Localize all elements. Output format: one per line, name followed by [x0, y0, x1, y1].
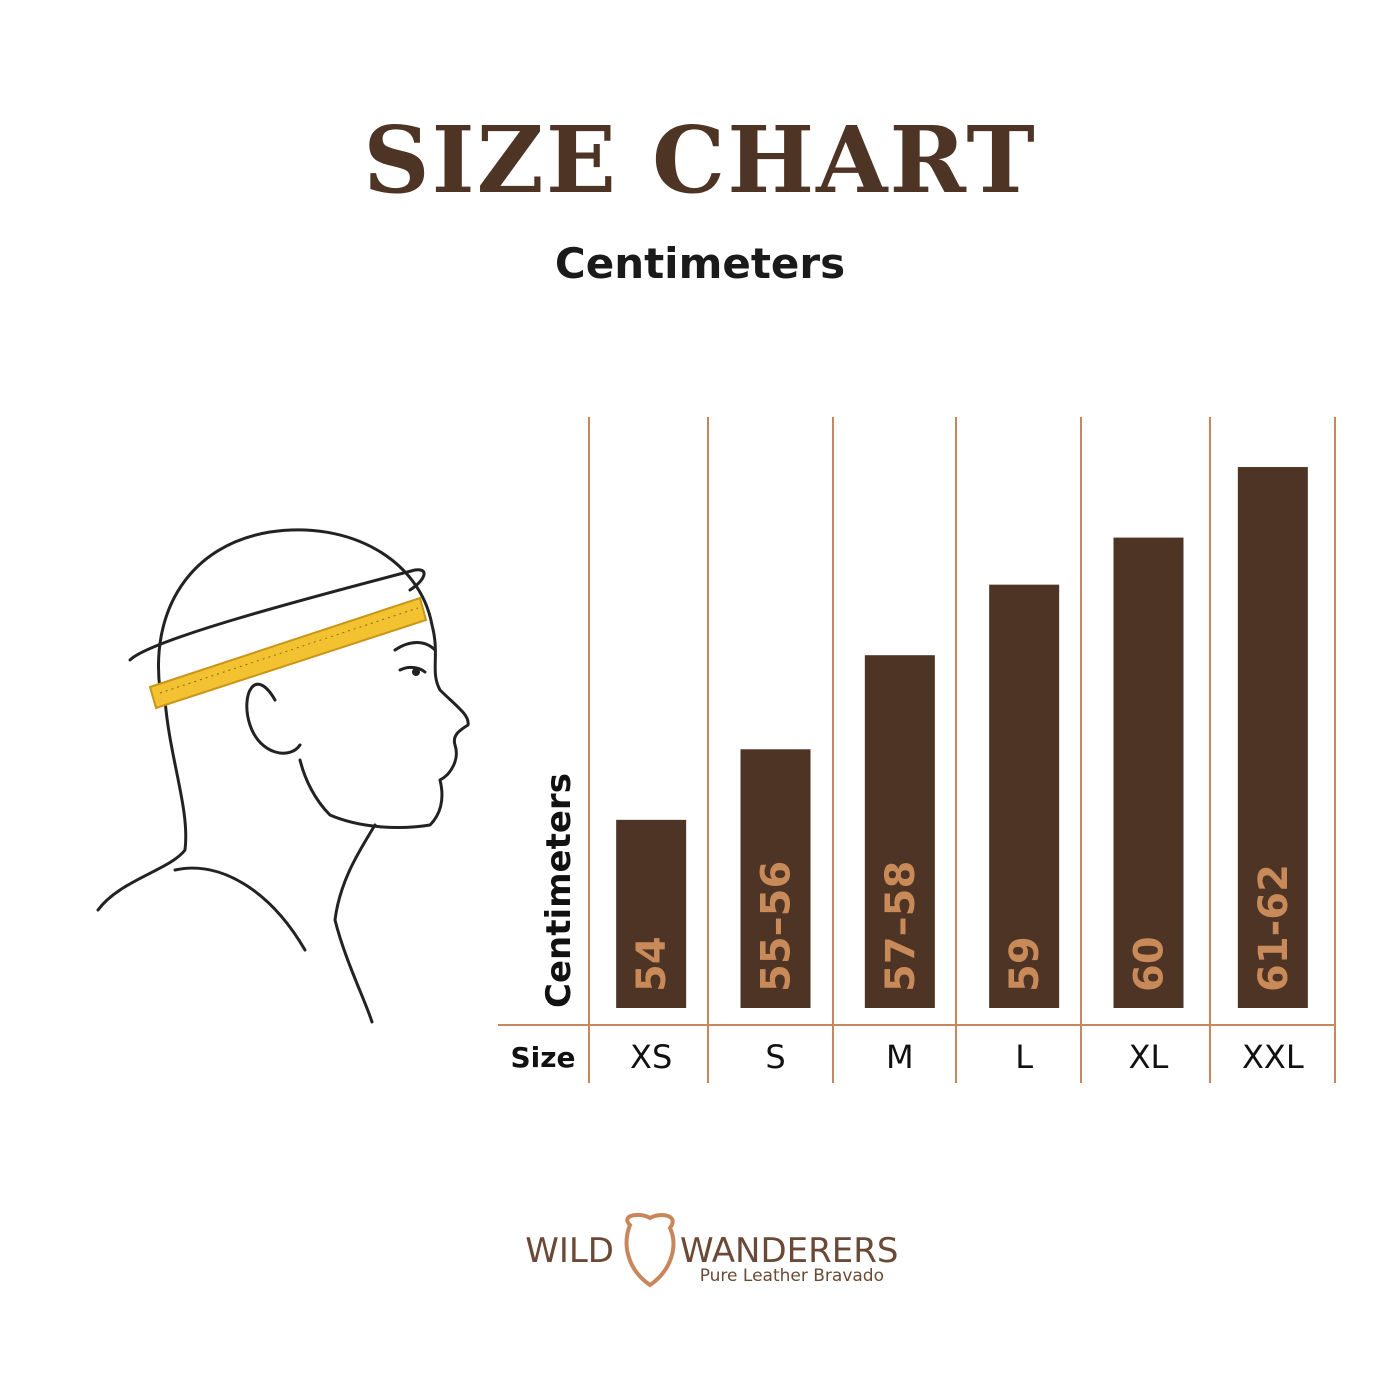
value-label: 55–56	[754, 861, 800, 992]
value-label: 57–58	[878, 861, 924, 992]
chart-subtitle: Centimeters	[555, 239, 845, 288]
x-tick-label: M	[886, 1038, 914, 1076]
value-label: 59	[1002, 936, 1048, 992]
brand-right: WANDERERS	[680, 1231, 898, 1271]
bar	[1237, 467, 1308, 1008]
value-label: 61-62	[1251, 864, 1297, 992]
value-label: 60	[1127, 936, 1173, 992]
x-axis-label: Size	[510, 1041, 575, 1074]
head-illustration	[96, 528, 470, 1024]
column-rules	[498, 417, 1336, 1083]
bar	[616, 819, 687, 1008]
logo: WILD WANDERERS Pure Leather Bravado	[525, 1212, 898, 1288]
x-tick-label: XL	[1129, 1038, 1169, 1076]
y-axis-label: Centimeters	[539, 773, 579, 1008]
x-tick-label: L	[1015, 1038, 1033, 1076]
bar	[1113, 537, 1184, 1008]
bar	[740, 749, 811, 1008]
brand-tagline: Pure Leather Bravado	[700, 1266, 884, 1286]
x-tick-label: XS	[630, 1038, 672, 1076]
chart-title: SIZE CHART	[363, 106, 1037, 214]
value-label: 54	[629, 936, 675, 992]
bar	[864, 655, 935, 1008]
x-tick-label: S	[765, 1038, 785, 1076]
x-tick-label: XXL	[1242, 1038, 1304, 1076]
bar	[989, 584, 1060, 1008]
brand-left: WILD	[525, 1231, 614, 1271]
